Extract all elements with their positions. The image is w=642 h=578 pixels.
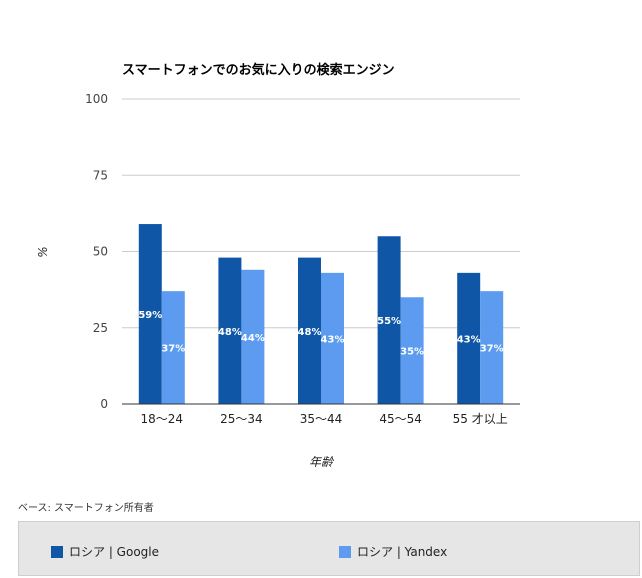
bar[interactable] [321, 272, 344, 404]
y-tick-label: 75 [93, 168, 108, 182]
legend-swatch-google [51, 545, 63, 558]
bar[interactable] [298, 257, 321, 404]
bar[interactable] [457, 272, 481, 404]
y-tick-label: 25 [93, 321, 108, 335]
bar[interactable] [241, 269, 265, 404]
bar-data-label: 35% [400, 347, 424, 358]
bar[interactable] [377, 236, 401, 404]
x-tick-label: 55 才以上 [453, 412, 508, 426]
legend: ロシア | Google ロシア | Yandex [18, 521, 640, 576]
bar-data-label: 55% [377, 316, 401, 327]
legend-item-yandex[interactable]: ロシア | Yandex [339, 543, 447, 560]
y-tick-label: 50 [93, 245, 108, 259]
x-tick-label: 45〜54 [379, 412, 422, 426]
legend-swatch-yandex [339, 545, 351, 558]
x-tick-label: 35〜44 [300, 412, 343, 426]
bar-data-label: 37% [480, 344, 504, 355]
bar-data-label: 48% [298, 327, 322, 338]
y-tick-label: 0 [100, 397, 108, 411]
chart-title: スマートフォンでのお気に入りの検索エンジン [122, 62, 395, 78]
x-tick-label: 18〜24 [141, 412, 184, 426]
x-tick-label: 25〜34 [220, 412, 263, 426]
legend-label-yandex: ロシア | Yandex [357, 545, 448, 559]
gridlines: 0 25 50 75 100 [85, 92, 520, 411]
bars [138, 224, 504, 404]
bar[interactable] [480, 291, 504, 404]
bar[interactable] [138, 224, 162, 404]
bar-data-label: 59% [138, 310, 162, 321]
y-axis-title: % [36, 246, 50, 257]
bar-data-label: 44% [241, 333, 265, 344]
bar-data-label: 37% [161, 344, 185, 355]
x-axis: 18〜24 25〜34 35〜44 45〜54 55 才以上 [122, 403, 520, 426]
bar[interactable] [218, 257, 242, 404]
bar-data-label: 43% [321, 334, 345, 345]
legend-label-google: ロシア | Google [69, 545, 159, 559]
footnote: ベース: スマートフォン所有者 [18, 503, 154, 514]
y-tick-label: 100 [85, 92, 108, 106]
bar-data-label: 48% [218, 327, 242, 338]
bar-data-label: 43% [457, 334, 481, 345]
x-axis-title: 年齢 [309, 455, 335, 469]
bar[interactable] [161, 291, 185, 404]
legend-item-google[interactable]: ロシア | Google [51, 543, 159, 560]
bar-labels: 59%37%48%44%48%43%55%35%43%37% [138, 310, 503, 358]
bar[interactable] [400, 297, 424, 404]
